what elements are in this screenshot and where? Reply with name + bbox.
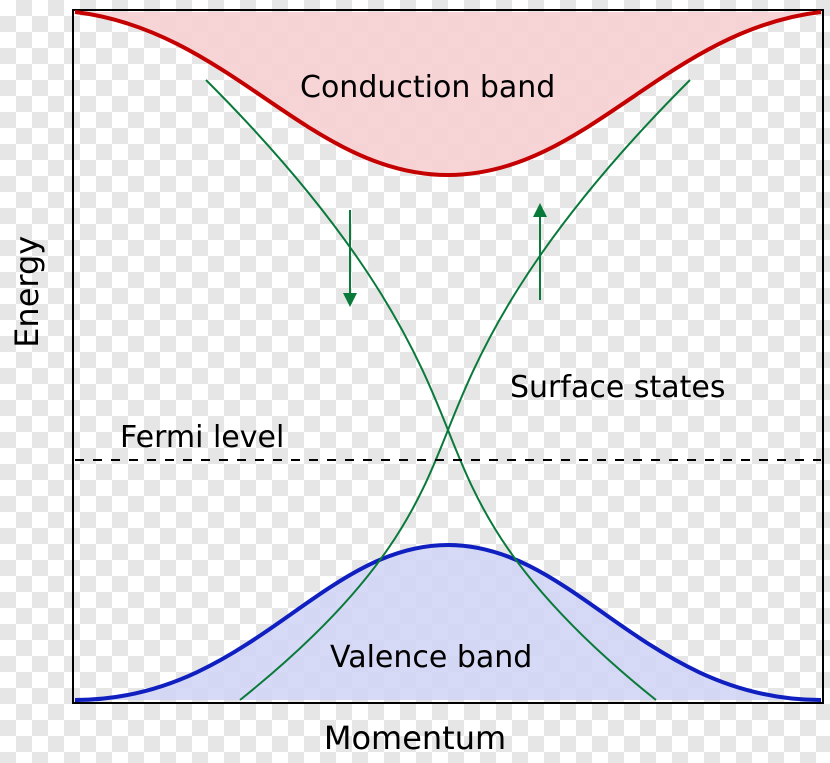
- surface-states-label: Surface states: [510, 370, 725, 405]
- conduction-band-label: Conduction band: [300, 70, 555, 105]
- valence-band-label: Valence band: [330, 640, 532, 675]
- y-axis-label: Energy: [8, 235, 46, 347]
- diagram-stage: Energy Momentum Conduction band Valence …: [0, 0, 830, 763]
- fermi-level-label: Fermi level: [120, 420, 284, 455]
- x-axis-label: Momentum: [0, 719, 830, 757]
